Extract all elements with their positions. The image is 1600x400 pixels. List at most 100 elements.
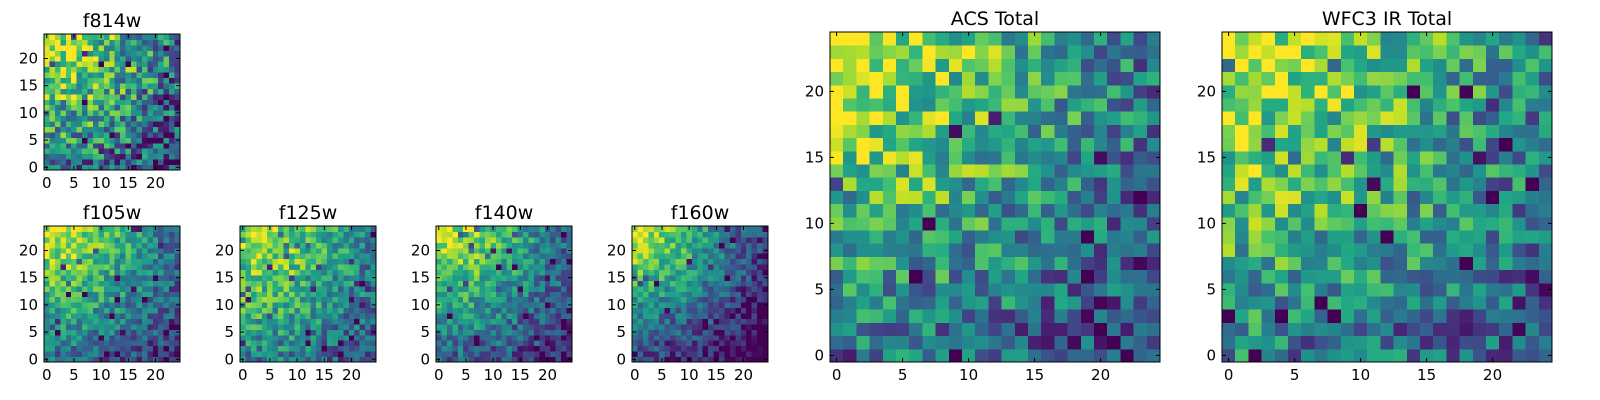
heatmap-cell xyxy=(474,340,481,347)
heatmap-cell xyxy=(158,296,165,303)
heatmap-cell xyxy=(1406,335,1421,350)
x-tick-label: 5 xyxy=(69,174,79,192)
heatmap-cell xyxy=(256,226,263,232)
heatmap-cell xyxy=(174,93,181,100)
heatmap-cell xyxy=(71,99,78,106)
heatmap-cell xyxy=(659,345,666,352)
heatmap-cell xyxy=(642,340,649,347)
heatmap-cell xyxy=(348,351,355,358)
heatmap-cell xyxy=(152,318,159,325)
heatmap-cell xyxy=(495,247,502,254)
heatmap-cell xyxy=(365,356,372,363)
heatmap-cell xyxy=(294,280,301,287)
heatmap-cell xyxy=(484,313,491,319)
heatmap-cell xyxy=(533,318,540,325)
heatmap-cell xyxy=(147,66,154,73)
heatmap-cell xyxy=(71,291,78,298)
heatmap-cell xyxy=(267,264,274,271)
heatmap-cell xyxy=(1486,71,1500,86)
heatmap-cell xyxy=(479,269,486,276)
heatmap-cell xyxy=(495,264,502,271)
heatmap-cell xyxy=(87,164,94,171)
heatmap-cell xyxy=(141,110,148,117)
heatmap-cell xyxy=(1014,32,1029,46)
heatmap-cell xyxy=(566,296,573,303)
heatmap-cell xyxy=(1499,71,1513,86)
heatmap-cell xyxy=(109,323,116,330)
heatmap-cell xyxy=(495,323,502,330)
heatmap-cell xyxy=(120,66,127,73)
heatmap-cell xyxy=(468,340,475,347)
heatmap-cell xyxy=(935,190,950,205)
heatmap-cell xyxy=(120,88,127,95)
heatmap-cell xyxy=(463,340,470,347)
heatmap-cell xyxy=(1288,216,1302,231)
heatmap-cell xyxy=(632,345,638,352)
heatmap-cell xyxy=(506,334,513,341)
heatmap-cell xyxy=(713,247,720,254)
heatmap-cell xyxy=(653,269,660,276)
heatmap-cell xyxy=(141,296,148,303)
heatmap-cell xyxy=(283,274,290,281)
heatmap-cell xyxy=(452,323,459,330)
heatmap-cell xyxy=(82,329,89,336)
heatmap-cell xyxy=(169,285,176,292)
heatmap-cell xyxy=(702,356,709,363)
heatmap-cell xyxy=(1248,269,1263,284)
heatmap-cell xyxy=(294,269,301,276)
heatmap-cell xyxy=(245,231,252,238)
heatmap-cell xyxy=(948,243,963,257)
heatmap-cell xyxy=(44,334,50,341)
heatmap-cell xyxy=(653,242,660,249)
heatmap-cell xyxy=(962,124,976,139)
heatmap-cell xyxy=(1301,177,1315,191)
heatmap-cell xyxy=(843,45,857,59)
heatmap-cell xyxy=(1094,216,1108,231)
heatmap-cell xyxy=(495,302,502,309)
heatmap-cell xyxy=(653,323,660,330)
heatmap-cell xyxy=(856,190,871,205)
heatmap-cell xyxy=(922,164,937,178)
heatmap-cell xyxy=(343,345,350,352)
heatmap-cell xyxy=(136,285,143,292)
heatmap-cell xyxy=(114,126,121,133)
heatmap-cell xyxy=(680,296,687,303)
heatmap-cell xyxy=(1054,150,1069,165)
heatmap-cell xyxy=(103,153,110,160)
heatmap-cell xyxy=(501,313,508,319)
heatmap-cell xyxy=(512,274,519,281)
heatmap-cell xyxy=(359,291,366,298)
heatmap-cell xyxy=(109,39,116,46)
heatmap-cell xyxy=(82,131,89,138)
heatmap-cell xyxy=(523,247,529,254)
heatmap-cell xyxy=(294,291,301,298)
heatmap-cell xyxy=(65,131,72,138)
heatmap-cell xyxy=(719,291,725,298)
heatmap-cell xyxy=(757,226,764,232)
heatmap-cell xyxy=(163,131,170,138)
heatmap-cell xyxy=(76,99,83,106)
heatmap-cell xyxy=(896,322,910,337)
heatmap-cell xyxy=(54,66,61,73)
heatmap-cell xyxy=(843,256,857,271)
heatmap-cell xyxy=(457,323,464,330)
heatmap-cell xyxy=(528,291,535,298)
heatmap-cell xyxy=(474,323,481,330)
heatmap-cell xyxy=(256,291,263,298)
heatmap-cell xyxy=(359,269,366,276)
heatmap-cell xyxy=(1354,203,1368,218)
heatmap-cell xyxy=(479,334,486,341)
heatmap-cell xyxy=(474,247,481,254)
heatmap-cell xyxy=(365,296,372,303)
heatmap-cell xyxy=(316,291,323,298)
heatmap-cell xyxy=(365,329,372,336)
heatmap-cell xyxy=(468,242,475,249)
heatmap-cell xyxy=(1248,137,1263,152)
heatmap-cell xyxy=(76,44,83,51)
heatmap-cell xyxy=(278,242,285,249)
heatmap-cell xyxy=(152,115,159,122)
heatmap-cell xyxy=(370,280,377,287)
heatmap-cell xyxy=(152,258,159,265)
heatmap-cell xyxy=(490,307,497,314)
heatmap-cell xyxy=(103,159,110,166)
